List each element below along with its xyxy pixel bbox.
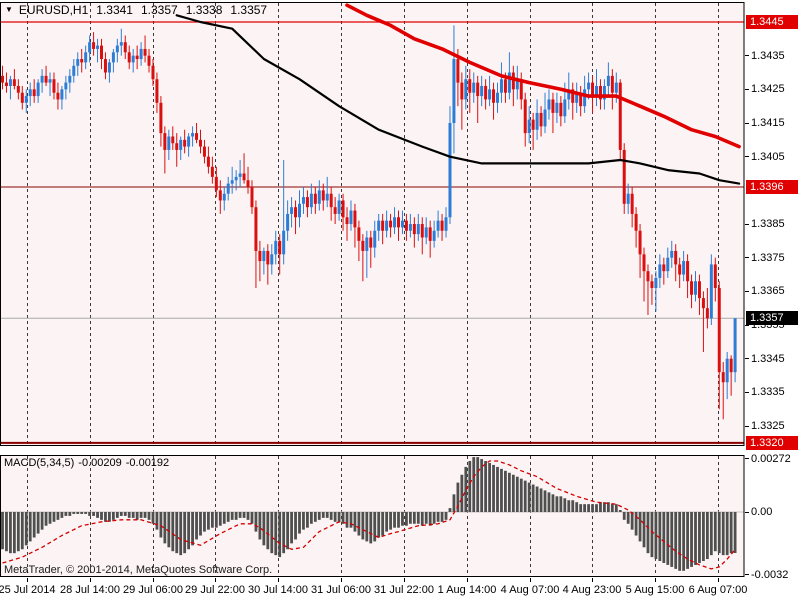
price-tick-label: 1.3405	[751, 151, 785, 163]
time-tick-mark	[530, 578, 531, 582]
price-tick-label: 1.3375	[751, 252, 785, 264]
price-level-badge: 1.3445	[746, 15, 798, 29]
ohlc-low: 1.3338	[185, 3, 223, 17]
time-tick-mark	[592, 578, 593, 582]
indicator-signal-value: -0.00192	[125, 457, 170, 469]
price-axis[interactable]: 1.3435 1.3425 1.3415 1.3405 1.3385 1.3375 1.33…	[745, 0, 800, 600]
time-tick-mark	[27, 578, 28, 582]
time-tick-label: 29 Jul 22:00	[185, 584, 245, 596]
indicator-name: MACD(5,34,5)	[4, 457, 75, 469]
price-tick-mark	[745, 257, 749, 258]
time-tick-label: 6 Aug 07:00	[688, 584, 748, 596]
time-tick-mark	[655, 578, 656, 582]
time-tick-label: 29 Jul 06:00	[123, 584, 183, 596]
price-tick-mark	[745, 224, 749, 225]
time-tick-label: 31 Jul 22:00	[374, 584, 434, 596]
symbol-ohlc-bar: ▼ EURUSD,H1 1.3341 1.3357 1.3338 1.3357	[5, 3, 275, 17]
time-tick-label: 1 Aug 14:00	[437, 584, 497, 596]
price-level-badge: 1.3396	[746, 180, 798, 194]
price-tick-mark	[745, 123, 749, 124]
time-tick-mark	[404, 578, 405, 582]
price-tick-label: 1.3435	[751, 50, 785, 62]
time-tick-label: 4 Aug 23:00	[562, 584, 622, 596]
price-tick-label: 1.3335	[751, 386, 785, 398]
time-tick-mark	[341, 578, 342, 582]
time-tick-mark	[90, 578, 91, 582]
price-tick-mark	[745, 426, 749, 427]
time-tick-mark	[278, 578, 279, 582]
price-tick-mark	[745, 55, 749, 56]
time-tick-mark	[467, 578, 468, 582]
time-tick-label: 28 Jul 14:00	[60, 584, 120, 596]
price-tick-mark	[745, 291, 749, 292]
time-tick-label: 4 Aug 07:00	[500, 584, 560, 596]
copyright-label: MetaTrader, © 2001-2014, MetaQuotes Soft…	[4, 564, 273, 576]
price-tick-mark	[745, 325, 749, 326]
symbol-marker-icon: ▼	[5, 5, 13, 14]
price-tick-mark	[745, 392, 749, 393]
price-tick-label: 1.3415	[751, 117, 785, 129]
price-tick-label: 1.3385	[751, 218, 785, 230]
macd-tick-label: 0.00272	[751, 453, 791, 465]
price-tick-mark	[745, 89, 749, 90]
time-tick-label: 5 Aug 15:00	[625, 584, 685, 596]
symbol-label: EURUSD,H1	[18, 3, 89, 17]
ohlc-close: 1.3357	[230, 3, 268, 17]
time-tick-label: 30 Jul 14:00	[248, 584, 308, 596]
macd-tick-mark	[745, 574, 749, 575]
ohlc-high: 1.3357	[140, 3, 178, 17]
pane-separator[interactable]	[0, 446, 745, 455]
price-tick-mark	[745, 358, 749, 359]
price-tick-label: 1.3365	[751, 285, 785, 297]
macd-tick-mark	[745, 512, 749, 513]
time-tick-label: 25 Jul 2014	[0, 584, 56, 596]
macd-tick-label: 0.00	[751, 506, 773, 518]
time-tick-mark	[718, 578, 719, 582]
ohlc-open: 1.3341	[96, 3, 133, 17]
time-axis[interactable]: 25 Jul 2014 28 Jul 14:00 29 Jul 06:00 29 Ju…	[0, 578, 748, 600]
time-tick-mark	[215, 578, 216, 582]
time-tick-label: 31 Jul 06:00	[311, 584, 371, 596]
macd-tick-mark	[745, 458, 749, 459]
price-tick-label: 1.3325	[751, 420, 785, 432]
price-tick-label: 1.3425	[751, 83, 785, 95]
indicator-label: MACD(5,34,5) -0.00209 -0.00192	[4, 457, 173, 469]
macd-tick-label: -0.0032	[751, 569, 789, 581]
price-tick-mark	[745, 156, 749, 157]
price-level-badge: 1.3320	[746, 436, 798, 450]
time-tick-mark	[153, 578, 154, 582]
price-tick-label: 1.3345	[751, 353, 785, 365]
indicator-macd-value: -0.00209	[78, 457, 122, 469]
price-level-badge: 1.3357	[746, 311, 798, 325]
